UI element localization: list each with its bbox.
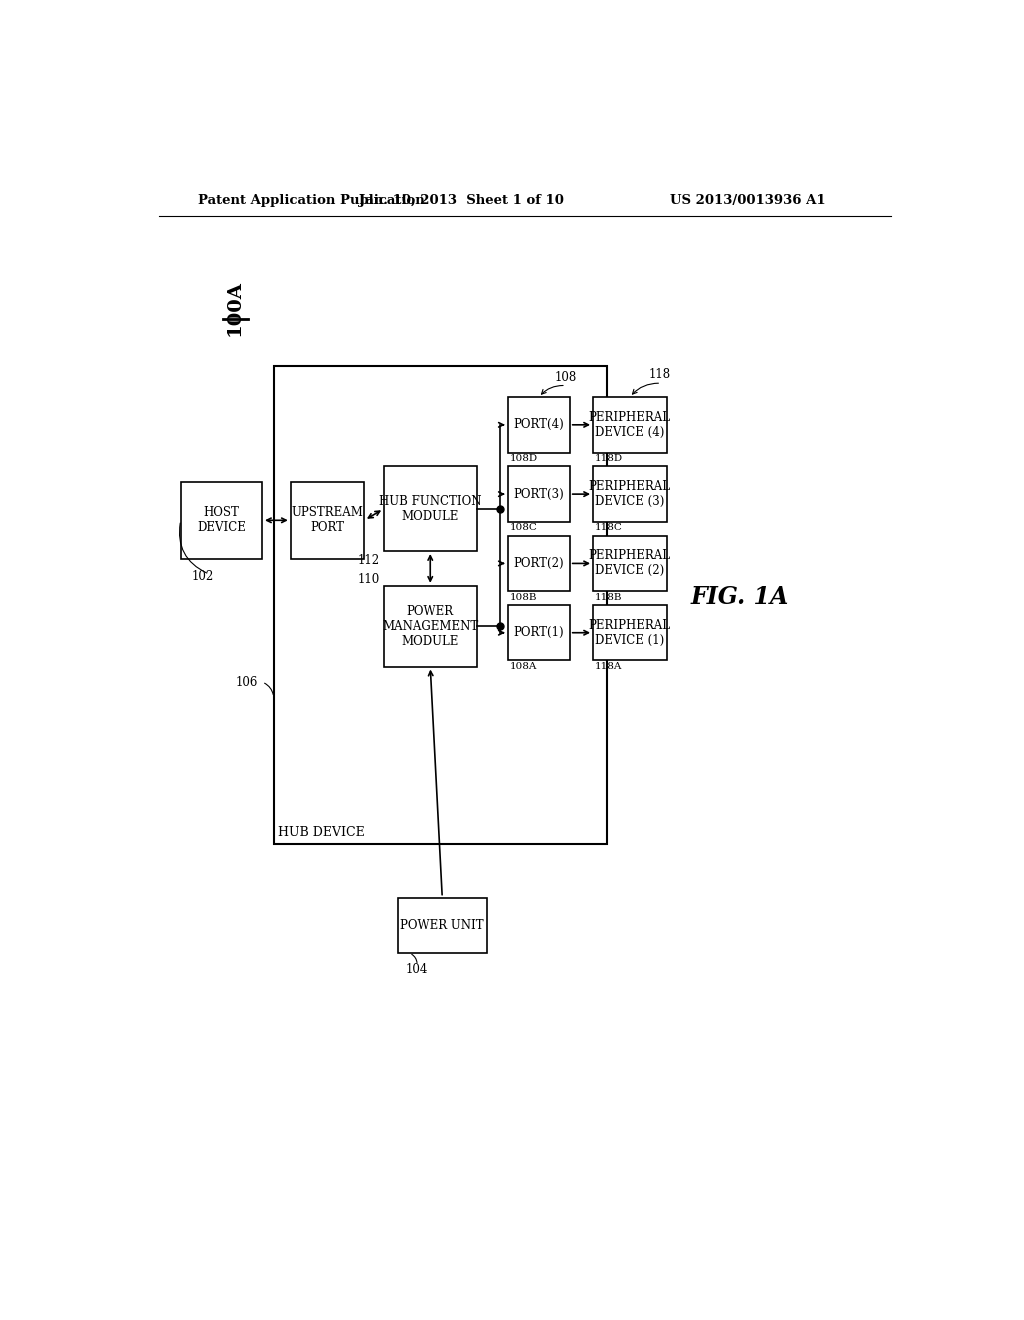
Bar: [593, 466, 667, 521]
Text: PERIPHERAL
DEVICE (3): PERIPHERAL DEVICE (3): [589, 480, 671, 508]
Text: PORT(1): PORT(1): [513, 626, 564, 639]
Bar: [593, 397, 667, 453]
Text: Jan. 10, 2013  Sheet 1 of 10: Jan. 10, 2013 Sheet 1 of 10: [358, 194, 563, 207]
Text: 108A: 108A: [509, 663, 537, 671]
Bar: [508, 605, 569, 660]
Text: 108C: 108C: [509, 524, 538, 532]
Text: PORT(2): PORT(2): [513, 557, 564, 570]
Text: HUB FUNCTION
MODULE: HUB FUNCTION MODULE: [379, 495, 481, 523]
Text: Patent Application Publication: Patent Application Publication: [198, 194, 425, 207]
Text: HUB DEVICE: HUB DEVICE: [278, 825, 365, 838]
Text: POWER
MANAGEMENT
MODULE: POWER MANAGEMENT MODULE: [382, 605, 478, 648]
Bar: [180, 482, 262, 558]
Text: 108B: 108B: [509, 593, 537, 602]
Text: 106: 106: [236, 676, 258, 689]
Text: PERIPHERAL
DEVICE (2): PERIPHERAL DEVICE (2): [589, 549, 671, 577]
Text: 118D: 118D: [595, 454, 623, 463]
Bar: [291, 482, 365, 558]
Bar: [593, 605, 667, 660]
Text: HOST
DEVICE: HOST DEVICE: [197, 507, 246, 535]
Text: PERIPHERAL
DEVICE (1): PERIPHERAL DEVICE (1): [589, 619, 671, 647]
Text: POWER UNIT: POWER UNIT: [400, 919, 484, 932]
Bar: [273, 367, 607, 843]
Text: PORT(4): PORT(4): [513, 418, 564, 432]
Text: 118: 118: [649, 367, 671, 380]
Bar: [508, 397, 569, 453]
Text: US 2013/0013936 A1: US 2013/0013936 A1: [670, 194, 825, 207]
Text: 108D: 108D: [509, 454, 538, 463]
Text: PERIPHERAL
DEVICE (4): PERIPHERAL DEVICE (4): [589, 411, 671, 438]
Text: UPSTREAM
PORT: UPSTREAM PORT: [292, 507, 364, 535]
Bar: [508, 536, 569, 591]
Bar: [508, 466, 569, 521]
Text: 102: 102: [191, 570, 214, 583]
Text: PORT(3): PORT(3): [513, 487, 564, 500]
Bar: [397, 898, 486, 953]
Text: FIG. 1A: FIG. 1A: [691, 585, 790, 610]
Text: 110: 110: [357, 573, 380, 586]
Text: 100A: 100A: [226, 281, 244, 337]
Bar: [593, 536, 667, 591]
Text: 104: 104: [406, 964, 428, 975]
Text: 118B: 118B: [595, 593, 622, 602]
Text: 118C: 118C: [595, 524, 623, 532]
Bar: [384, 586, 477, 667]
Text: 112: 112: [357, 554, 380, 566]
Text: 118A: 118A: [595, 663, 622, 671]
Bar: [384, 466, 477, 552]
Text: 108: 108: [554, 371, 577, 384]
